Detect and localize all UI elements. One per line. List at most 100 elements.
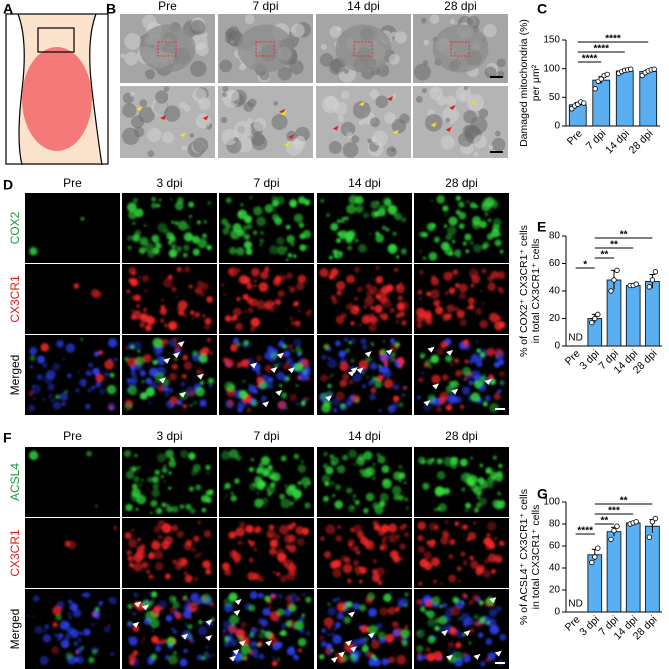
signal [443, 224, 448, 228]
signal [28, 391, 34, 397]
signal [177, 309, 185, 316]
signal [197, 521, 201, 524]
signal [271, 472, 281, 482]
signal [470, 483, 479, 492]
signal [295, 282, 305, 291]
signal [260, 270, 269, 280]
signal [179, 504, 185, 509]
signal [94, 606, 100, 612]
em-texture [351, 135, 360, 144]
signal [471, 216, 482, 226]
signal [398, 310, 406, 318]
signal [271, 656, 276, 660]
signal [98, 600, 104, 606]
em-texture [190, 60, 207, 77]
column-label: 14 dpi [348, 429, 381, 443]
signal [274, 275, 282, 283]
arrowhead [367, 632, 375, 639]
signal [163, 546, 167, 550]
em-texture [246, 117, 253, 124]
signal [401, 217, 407, 223]
signal [428, 251, 438, 261]
signal [485, 638, 493, 646]
signal [258, 463, 265, 470]
signal [79, 631, 84, 636]
signal [376, 623, 383, 630]
signal [446, 304, 455, 313]
signal [174, 221, 179, 226]
data-point [628, 66, 634, 72]
signal [205, 568, 212, 575]
signal [426, 291, 432, 297]
signal [174, 612, 182, 620]
signal [186, 633, 193, 640]
signal [370, 200, 380, 210]
y-tick-label: 60 [549, 541, 561, 552]
signal [419, 297, 422, 300]
signal [494, 239, 502, 247]
signal [256, 300, 266, 310]
signal [135, 507, 139, 511]
signal [359, 323, 362, 327]
signal [359, 579, 363, 584]
signal [448, 287, 456, 295]
signal [32, 595, 40, 602]
y-tick-label: 0 [554, 341, 560, 352]
signal [354, 499, 360, 505]
y-tick-label: 100 [543, 63, 560, 74]
signal [127, 378, 137, 388]
signal [170, 648, 173, 651]
signal [128, 653, 137, 662]
signal [359, 604, 367, 612]
signal [223, 293, 226, 296]
signal [328, 627, 331, 630]
signal [336, 290, 342, 296]
signal [339, 379, 348, 388]
signal [254, 655, 258, 659]
signal [230, 495, 237, 502]
signal [158, 198, 162, 202]
signal [302, 369, 308, 375]
signal [470, 283, 475, 288]
signal [285, 258, 289, 261]
signal [134, 356, 145, 366]
signal [479, 352, 486, 358]
signal [371, 640, 380, 649]
y-axis-label: in total CX3CR1⁺ cells [530, 239, 542, 344]
em-image [316, 14, 411, 83]
signal [294, 320, 301, 327]
signal [257, 592, 264, 599]
signal [380, 313, 389, 321]
data-point [598, 76, 604, 82]
signal [461, 386, 471, 395]
significance-label: ** [620, 230, 628, 241]
signal [381, 225, 387, 230]
signal [457, 255, 461, 259]
data-point [633, 281, 639, 287]
signal [432, 650, 443, 661]
y-tick-label: 100 [543, 497, 560, 508]
signal [164, 573, 171, 580]
data-point [649, 519, 656, 525]
fluorescence [222, 591, 312, 667]
signal [185, 598, 192, 605]
signal [299, 233, 306, 240]
signal [383, 361, 389, 366]
data-point [592, 86, 598, 92]
signal [355, 456, 366, 466]
signal [286, 234, 295, 244]
signal [354, 306, 359, 311]
signal [246, 283, 253, 290]
data-point [604, 71, 610, 78]
signal [481, 268, 487, 274]
signal [365, 492, 375, 502]
signal [85, 403, 91, 410]
em-texture [147, 127, 162, 143]
arrowhead [473, 653, 481, 660]
signal [238, 521, 246, 529]
em-texture [155, 90, 169, 104]
arrowhead [179, 391, 187, 398]
signal [283, 534, 294, 544]
fluorescence [221, 266, 312, 332]
signal [443, 271, 453, 281]
